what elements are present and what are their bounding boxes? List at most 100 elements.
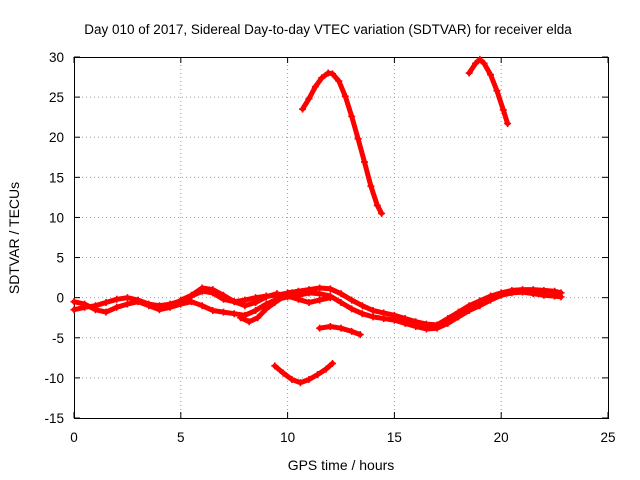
data-point bbox=[337, 324, 345, 332]
data-point bbox=[262, 293, 270, 301]
data-point bbox=[316, 290, 324, 298]
data-point bbox=[493, 87, 501, 95]
x-tick-label: 25 bbox=[600, 430, 615, 445]
y-tick-label: 0 bbox=[56, 291, 64, 306]
data-point bbox=[187, 291, 195, 299]
data-point bbox=[433, 324, 441, 332]
data-point bbox=[356, 331, 364, 339]
data-point bbox=[341, 92, 349, 100]
data-point bbox=[209, 286, 217, 294]
data-point bbox=[294, 295, 302, 303]
data-point bbox=[557, 293, 565, 301]
data-point bbox=[262, 305, 270, 313]
data-point bbox=[316, 324, 324, 332]
data-point bbox=[81, 300, 89, 308]
y-tick-label: 10 bbox=[49, 210, 64, 225]
data-point bbox=[422, 325, 430, 333]
data-point bbox=[102, 298, 110, 306]
data-point bbox=[311, 83, 319, 91]
data-point bbox=[70, 298, 78, 306]
data-point bbox=[444, 319, 452, 327]
data-point bbox=[271, 298, 279, 306]
chart-title: Day 010 of 2017, Sidereal Day-to-day VTE… bbox=[84, 22, 572, 37]
data-point bbox=[271, 362, 279, 370]
data-point bbox=[237, 314, 245, 322]
data-point bbox=[348, 112, 356, 120]
data-point bbox=[348, 296, 356, 304]
series-band-e bbox=[316, 323, 364, 339]
data-point bbox=[91, 306, 99, 314]
data-point bbox=[220, 291, 228, 299]
data-point bbox=[314, 371, 322, 379]
x-tick-label: 20 bbox=[494, 430, 509, 445]
data-point bbox=[328, 359, 336, 367]
series-line bbox=[300, 70, 385, 216]
data-point bbox=[499, 106, 507, 114]
series-arc-1 bbox=[299, 69, 386, 217]
series-arc-2 bbox=[465, 55, 512, 128]
data-point bbox=[230, 298, 238, 306]
data-point bbox=[316, 296, 324, 304]
data-point bbox=[354, 135, 362, 143]
data-point bbox=[540, 291, 548, 299]
data-point bbox=[504, 120, 512, 128]
data-point bbox=[378, 209, 386, 217]
y-tick-label: 5 bbox=[56, 251, 64, 266]
data-point bbox=[299, 105, 307, 113]
x-axis-label: GPS time / hours bbox=[288, 457, 395, 473]
data-point bbox=[337, 298, 345, 306]
data-point bbox=[209, 307, 217, 315]
x-tick-label: 5 bbox=[177, 430, 185, 445]
data-point bbox=[476, 302, 484, 310]
data-point bbox=[487, 296, 495, 304]
data-point bbox=[322, 365, 330, 373]
data-point bbox=[166, 303, 174, 311]
data-point bbox=[252, 307, 260, 315]
data-series bbox=[70, 55, 565, 387]
data-point bbox=[380, 315, 388, 323]
y-tick-label: -10 bbox=[44, 371, 64, 386]
data-point bbox=[360, 158, 368, 166]
data-point bbox=[70, 306, 78, 314]
data-point bbox=[113, 295, 121, 303]
plot-frame bbox=[74, 57, 609, 419]
grid-lines bbox=[74, 57, 608, 418]
data-point bbox=[367, 182, 375, 190]
data-point bbox=[465, 307, 473, 315]
data-point bbox=[279, 293, 287, 301]
x-tick-label: 15 bbox=[387, 430, 402, 445]
data-point bbox=[288, 375, 296, 383]
data-point bbox=[487, 71, 495, 79]
data-point bbox=[279, 369, 287, 377]
data-point bbox=[273, 290, 281, 298]
data-point bbox=[369, 313, 377, 321]
y-tick-label: 30 bbox=[49, 50, 64, 65]
y-tick-label: -5 bbox=[52, 331, 64, 346]
data-point bbox=[102, 308, 110, 316]
data-point bbox=[348, 327, 356, 335]
data-point bbox=[358, 310, 366, 318]
data-point bbox=[348, 305, 356, 313]
data-point bbox=[177, 296, 185, 304]
data-point bbox=[529, 290, 537, 298]
data-point bbox=[305, 375, 313, 383]
data-point bbox=[305, 95, 313, 103]
data-point bbox=[198, 284, 206, 292]
data-point bbox=[113, 303, 121, 311]
data-point bbox=[373, 201, 381, 209]
data-point bbox=[497, 291, 505, 299]
data-point bbox=[241, 302, 249, 310]
data-point bbox=[476, 55, 484, 63]
data-point bbox=[326, 285, 334, 293]
data-point bbox=[480, 59, 488, 67]
data-point bbox=[551, 292, 559, 300]
y-tick-label: -15 bbox=[44, 411, 64, 426]
data-point bbox=[358, 302, 366, 310]
y-tick-label: 25 bbox=[49, 90, 64, 105]
data-point bbox=[369, 307, 377, 315]
data-point bbox=[412, 323, 420, 331]
y-tick-label: 15 bbox=[49, 170, 64, 185]
data-point bbox=[134, 298, 142, 306]
data-point bbox=[454, 313, 462, 321]
